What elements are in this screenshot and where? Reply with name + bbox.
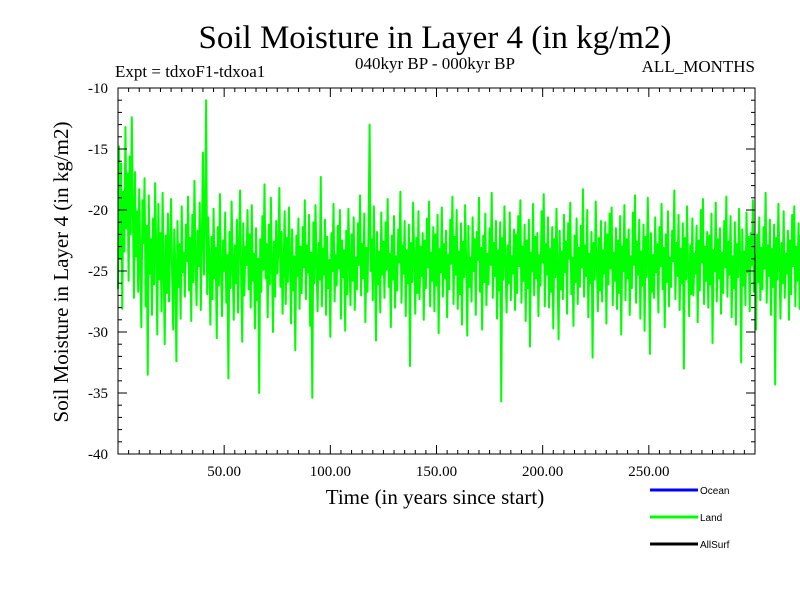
plot-area: 50.00 100.00 150.00 200.00 250.00 -10 -15 -20 -2… — [88, 81, 800, 480]
subtitle-right: ALL_MONTHS — [642, 57, 755, 76]
x-axis-label: Time (in years since start) — [326, 485, 545, 509]
y-axis-label: Soil Moisture in Layer 4 (in kg/m2) — [49, 122, 73, 423]
subtitle-center: 040kyr BP - 000kyr BP — [355, 54, 515, 73]
y-tick-label: -10 — [88, 81, 108, 97]
legend: Ocean Land AllSurf — [650, 486, 730, 551]
subtitle-left: Expt = tdxoF1-tdxoa1 — [115, 62, 265, 81]
x-tick-label: 250.00 — [628, 464, 669, 480]
x-tick-label: 200.00 — [522, 464, 563, 480]
x-tick-label: 50.00 — [207, 464, 241, 480]
legend-label-allsurf: AllSurf — [700, 540, 730, 551]
y-tick-label: -25 — [88, 264, 108, 280]
x-tick-label: 150.00 — [416, 464, 457, 480]
x-tick-label: 100.00 — [310, 464, 351, 480]
legend-label-land: Land — [700, 513, 722, 524]
legend-label-ocean: Ocean — [700, 486, 729, 497]
chart-title: Soil Moisture in Layer 4 (in kg/m2) — [199, 20, 672, 56]
y-tick-label: -20 — [88, 203, 108, 219]
series-line-land — [117, 99, 800, 403]
y-tick-label: -35 — [88, 386, 108, 402]
y-tick-label: -40 — [88, 447, 108, 463]
y-tick-label: -30 — [88, 325, 108, 341]
y-tick-label: -15 — [88, 142, 108, 158]
